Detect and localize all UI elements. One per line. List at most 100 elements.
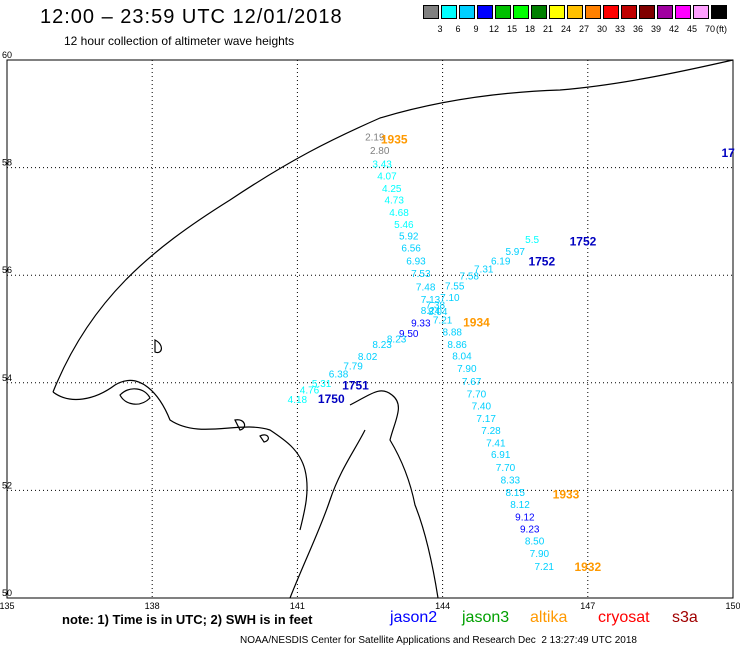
wave-height-label: 7.90 bbox=[457, 364, 477, 375]
color-scale-label: 42 bbox=[668, 24, 679, 34]
lat-tick-label: 52 bbox=[2, 480, 12, 490]
wave-height-label: 7.28 bbox=[481, 426, 501, 437]
wave-height-label: 9.23 bbox=[520, 524, 540, 535]
wave-height-label: 8.04 bbox=[452, 352, 472, 363]
color-scale-label: 12 bbox=[488, 24, 499, 34]
wave-height-label: 2.80 bbox=[370, 146, 390, 157]
wave-height-label: 8.50 bbox=[525, 537, 545, 548]
coastline bbox=[52, 59, 734, 599]
lat-lon-grid bbox=[6, 59, 734, 599]
legend-entry-cryosat: cryosat bbox=[598, 609, 650, 626]
color-swatch bbox=[423, 5, 439, 19]
wave-height-label: 7.67 bbox=[462, 377, 482, 388]
color-scale-label: 21 bbox=[542, 24, 553, 34]
wave-height-label: 2.19 bbox=[365, 133, 385, 144]
lon-tick-label: 150 bbox=[725, 601, 740, 611]
wave-height-label: 7.38 bbox=[426, 301, 446, 312]
color-swatch bbox=[477, 5, 493, 19]
wave-height-label: 5.97 bbox=[505, 247, 525, 258]
color-scale-label: 3 bbox=[437, 24, 443, 34]
pass-time-label: 1752 bbox=[570, 235, 597, 249]
color-scale-label: 45 bbox=[686, 24, 697, 34]
color-swatch bbox=[585, 5, 601, 19]
wave-height-label: 8.23 bbox=[387, 334, 407, 345]
wave-height-label: 5.31 bbox=[312, 379, 332, 390]
map-title: 12:00 – 23:59 UTC 12/01/2018 bbox=[40, 6, 343, 28]
wave-height-label: 6.19 bbox=[491, 256, 511, 267]
wave-height-label: 6.56 bbox=[401, 244, 421, 255]
wave-height-label: 8.12 bbox=[510, 500, 530, 511]
legend-entry-jason3: jason3 bbox=[462, 609, 510, 626]
map-subtitle: 12 hour collection of altimeter wave hei… bbox=[64, 34, 295, 48]
wave-height-label: 7.58 bbox=[459, 272, 479, 283]
legend-entry-altika: altika bbox=[530, 609, 568, 626]
wave-height-label: 7.79 bbox=[343, 361, 363, 372]
wave-height-label: 7.70 bbox=[496, 463, 516, 474]
okhotsk-west-coast bbox=[52, 379, 308, 531]
color-swatch bbox=[603, 5, 619, 19]
wave-height-label: 7.40 bbox=[472, 402, 492, 413]
wave-height-label: 4.18 bbox=[288, 395, 308, 406]
color-swatch bbox=[531, 5, 547, 19]
pass-time-label: 1934 bbox=[463, 315, 490, 329]
pass-time-label: 1750 bbox=[318, 392, 345, 406]
wave-height-label: 9.50 bbox=[399, 329, 419, 340]
wave-height-label: 7.13 bbox=[421, 295, 441, 306]
wave-height-labels: 2.19 2.80 3.434.07 4.254.734.685.465.926.56… bbox=[288, 133, 555, 573]
lat-tick-label: 58 bbox=[2, 158, 12, 168]
wave-height-label: 8.86 bbox=[447, 340, 467, 351]
wave-height-label: 5.46 bbox=[394, 220, 414, 231]
color-scale-unit: (ft) bbox=[716, 24, 727, 34]
color-swatch bbox=[621, 5, 637, 19]
pass-time-label: 1752 bbox=[528, 255, 555, 269]
color-scale-label: 15 bbox=[506, 24, 517, 34]
wave-height-label: 4.76 bbox=[300, 386, 320, 397]
lat-tick-label: 50 bbox=[2, 588, 12, 598]
wave-height-label: 7.41 bbox=[486, 438, 506, 449]
color-scale-label: 33 bbox=[614, 24, 625, 34]
axis-tick-labels: 135 138 141 144 147 150 60 58 56 54 52 50 bbox=[0, 50, 740, 611]
wave-height-label: 8.02 bbox=[358, 352, 378, 363]
pass-time-label: 1933 bbox=[553, 487, 580, 501]
pass-time-label: 1751 bbox=[342, 378, 369, 392]
lon-tick-label: 141 bbox=[290, 601, 305, 611]
wave-height-label: 4.07 bbox=[377, 171, 397, 182]
lat-tick-label: 56 bbox=[2, 265, 12, 275]
wave-height-label: 8.04 bbox=[428, 307, 448, 318]
sakhalin-island bbox=[349, 390, 439, 599]
color-swatch bbox=[495, 5, 511, 19]
color-scale-label: 39 bbox=[650, 24, 661, 34]
wave-height-label: 7.70 bbox=[467, 389, 487, 400]
color-scale-label: 9 bbox=[473, 24, 479, 34]
color-swatch bbox=[567, 5, 583, 19]
footer-credit: NOAA/NESDIS Center for Satellite Applica… bbox=[240, 635, 516, 646]
color-scale-label: 30 bbox=[596, 24, 607, 34]
color-swatch bbox=[549, 5, 565, 19]
wave-height-label: 8.24 bbox=[421, 306, 441, 317]
color-scale-label: 18 bbox=[524, 24, 535, 34]
kamchatka-okhotsk-north-coast bbox=[52, 59, 734, 393]
shantar-islands bbox=[119, 388, 151, 405]
color-scale-label: 27 bbox=[578, 24, 589, 34]
wave-height-label: 9.12 bbox=[515, 513, 535, 524]
wave-height-label: 5.5 bbox=[525, 235, 539, 246]
lon-tick-label: 147 bbox=[580, 601, 595, 611]
wave-height-label: 7.21 bbox=[433, 316, 453, 327]
sakhalin-west bbox=[289, 429, 366, 599]
wave-height-label: 3.43 bbox=[372, 160, 392, 171]
lat-tick-label: 60 bbox=[2, 50, 12, 60]
color-swatch bbox=[675, 5, 691, 19]
lon-tick-label: 138 bbox=[145, 601, 160, 611]
wave-height-label: 8.23 bbox=[372, 340, 392, 351]
wave-height-label: 4.68 bbox=[389, 208, 409, 219]
pass-time-label: 1935 bbox=[381, 132, 408, 146]
lat-tick-label: 54 bbox=[2, 373, 12, 383]
wave-height-label: 6.38 bbox=[329, 369, 349, 380]
footer-note: note: 1) Time is in UTC; 2) SWH is in fe… bbox=[62, 612, 313, 627]
wave-height-label: 7.53 bbox=[411, 269, 431, 280]
wave-height-label: 7.90 bbox=[530, 549, 550, 560]
pass-time-label: 17 bbox=[721, 146, 735, 160]
color-swatch bbox=[459, 5, 475, 19]
wave-height-label: 6.91 bbox=[491, 450, 511, 461]
